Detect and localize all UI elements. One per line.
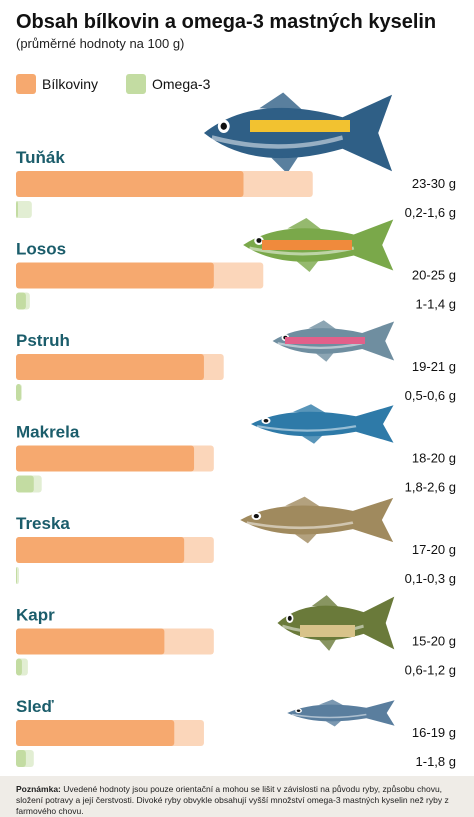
category-label: Makrela xyxy=(16,423,80,442)
value-label: 20-25 g xyxy=(412,268,456,283)
bar-min xyxy=(16,628,165,655)
value-label: 0,5-0,6 g xyxy=(405,388,456,403)
category-label: Tuňák xyxy=(16,148,65,167)
bar-min xyxy=(16,445,195,472)
value-label: 0,6-1,2 g xyxy=(405,663,456,678)
fish-illustration xyxy=(204,93,392,174)
bar-min xyxy=(16,475,34,493)
value-label: 19-21 g xyxy=(412,359,456,374)
bar-min xyxy=(16,750,26,767)
value-label: 1,8-2,6 g xyxy=(405,480,456,495)
value-label: 23-30 g xyxy=(412,176,456,191)
fish-illustration xyxy=(286,698,396,728)
bar-min xyxy=(16,658,22,676)
note-text: Uvedené hodnoty jsou pouze orientační a … xyxy=(16,784,449,816)
fish-illustration xyxy=(238,494,395,546)
note-label: Poznámka: xyxy=(16,784,61,794)
value-label: 16-19 g xyxy=(412,725,456,740)
note-bg xyxy=(0,776,474,817)
value-label: 0,2-1,6 g xyxy=(405,205,456,220)
bar-min xyxy=(16,262,214,289)
legend-label: Omega-3 xyxy=(152,76,211,92)
chart-title: Obsah bílkovin a omega-3 mastných kyseli… xyxy=(16,11,436,33)
fish-stripe xyxy=(300,625,355,637)
fish-stripe xyxy=(262,240,352,250)
bar-min xyxy=(16,354,204,380)
value-label: 17-20 g xyxy=(412,542,456,557)
bar-min xyxy=(16,567,17,584)
category-label: Kapr xyxy=(16,606,55,625)
bar-max xyxy=(16,201,32,218)
category-label: Sleď xyxy=(16,697,55,716)
value-label: 1-1,4 g xyxy=(416,297,456,312)
fish-illustration xyxy=(275,593,396,653)
note: Poznámka: Uvedené hodnoty jsou pouze ori… xyxy=(16,784,456,817)
fish-stripe xyxy=(285,337,365,344)
bar-min xyxy=(16,720,175,746)
bar-min xyxy=(16,171,244,197)
legend-label: Bílkoviny xyxy=(42,76,98,92)
fish-illustration xyxy=(249,402,395,446)
bar-min xyxy=(16,201,18,218)
bar-min xyxy=(16,384,21,401)
bar-min xyxy=(16,292,26,310)
category-label: Treska xyxy=(16,514,70,533)
value-label: 0,1-0,3 g xyxy=(405,571,456,586)
bar-min xyxy=(16,537,185,563)
legend-swatch xyxy=(16,74,36,94)
value-label: 15-20 g xyxy=(412,634,456,649)
category-label: Losos xyxy=(16,240,66,259)
value-label: 18-20 g xyxy=(412,451,456,466)
chart-subtitle: (průměrné hodnoty na 100 g) xyxy=(16,36,184,51)
value-label: 1-1,8 g xyxy=(416,754,456,769)
legend-swatch xyxy=(126,74,146,94)
fish-stripe xyxy=(250,120,350,132)
category-label: Pstruh xyxy=(16,331,70,350)
